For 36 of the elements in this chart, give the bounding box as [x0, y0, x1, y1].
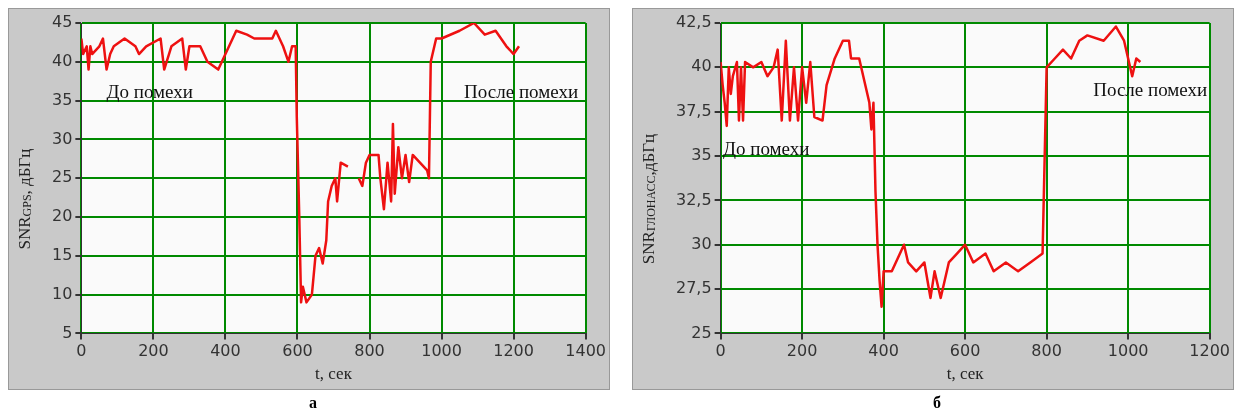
x-tick-label: 800: [354, 341, 385, 361]
y-tick-label: 20: [52, 206, 73, 226]
x-tick-label: 1400: [565, 341, 606, 361]
y-tick-label: 45: [52, 12, 73, 32]
y-tick-label: 10: [52, 283, 73, 303]
y-tick-label: 35: [691, 145, 712, 165]
x-tick-label: 0: [76, 341, 87, 361]
x-tick-label: 600: [282, 341, 313, 361]
y-tick-label: 25: [691, 322, 712, 342]
y-tick-label: 32,5: [676, 189, 712, 209]
x-tick-label: 400: [868, 341, 899, 361]
x-tick-label: 1000: [1107, 341, 1149, 361]
y-tick-label: 40: [52, 50, 73, 70]
x-tick-label: 1200: [493, 341, 534, 361]
y-tick-label: 30: [691, 233, 712, 253]
x-tick-label: 800: [1031, 341, 1062, 361]
x-tick-label: 200: [786, 341, 818, 361]
x-tick-label: 1200: [1189, 341, 1230, 361]
x-tick-label: 1000: [421, 341, 462, 361]
x-axis-title: t, сек: [946, 364, 985, 384]
x-tick-label: 400: [210, 341, 241, 361]
y-tick-label: 27,5: [676, 278, 712, 298]
y-tick-label: 30: [52, 128, 73, 148]
y-tick-label: 15: [52, 244, 73, 264]
text: а: [308, 394, 318, 412]
x-axis-title: t, сек: [315, 364, 353, 384]
y-tick-label: 5: [62, 322, 73, 342]
y-tick-label: 42,5: [676, 12, 712, 32]
y-tick-label: 40: [691, 56, 712, 76]
x-tick-label: 0: [715, 341, 726, 361]
y-tick-label: 35: [52, 89, 73, 109]
text: б: [932, 394, 942, 412]
y-tick-label: 25: [52, 167, 73, 187]
y-tick-label: 37,5: [676, 100, 712, 120]
x-tick-label: 600: [949, 341, 981, 361]
x-tick-label: 200: [138, 341, 169, 361]
